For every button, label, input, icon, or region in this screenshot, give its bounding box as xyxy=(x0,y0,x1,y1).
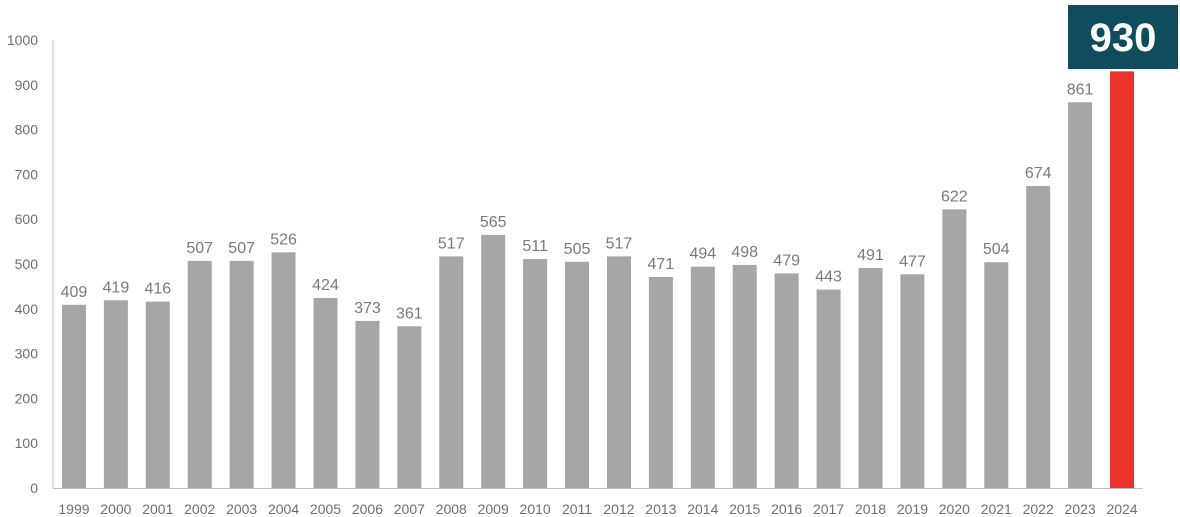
bar xyxy=(732,264,757,488)
bar xyxy=(942,209,967,488)
x-tick-label: 1999 xyxy=(58,501,89,517)
data-label: 419 xyxy=(103,279,130,296)
highlight-box xyxy=(1068,5,1178,69)
x-tick-label: 2001 xyxy=(142,501,173,517)
highlight-value: 930 xyxy=(1090,16,1157,60)
y-tick-label: 0 xyxy=(30,480,38,496)
data-label: 507 xyxy=(186,240,213,257)
data-label: 507 xyxy=(228,240,255,257)
data-label: 674 xyxy=(1025,165,1052,182)
bar xyxy=(1026,186,1051,488)
x-tick-label: 2015 xyxy=(729,501,760,517)
x-tick-label: 2017 xyxy=(813,501,844,517)
data-label: 479 xyxy=(773,252,800,269)
data-label: 622 xyxy=(941,188,968,205)
bar xyxy=(271,252,296,488)
x-tick-label: 2014 xyxy=(687,501,718,517)
x-axis-ticks: 1999 2000 2001 2002 2003 2004 2005 2006 2007 2008… xyxy=(58,501,1137,517)
data-label: 526 xyxy=(270,231,297,248)
x-tick-label: 2009 xyxy=(478,501,509,517)
x-tick-label: 2005 xyxy=(310,501,341,517)
y-tick-label: 700 xyxy=(15,166,39,182)
bar xyxy=(648,276,673,488)
bar xyxy=(397,326,422,488)
bars xyxy=(61,71,1135,489)
data-label: 861 xyxy=(1067,81,1094,98)
y-tick-label: 800 xyxy=(15,122,39,138)
x-tick-label: 2018 xyxy=(855,501,886,517)
bar xyxy=(816,289,841,488)
y-tick-label: 1000 xyxy=(7,32,38,48)
x-tick-label: 2000 xyxy=(100,501,131,517)
data-label: 477 xyxy=(899,253,926,270)
bar xyxy=(187,260,212,488)
y-tick-label: 900 xyxy=(15,77,39,93)
data-label: 517 xyxy=(438,235,465,252)
y-axis-ticks: 0 100 200 300 400 500 600 700 800 900 1000 xyxy=(7,32,38,496)
data-label: 416 xyxy=(144,281,171,298)
x-tick-label: 2003 xyxy=(226,501,257,517)
value-labels: 409 419 416 507 507 526 424 373 361 517 565 511 505 5… xyxy=(61,81,1094,322)
y-tick-label: 300 xyxy=(15,346,39,362)
bar xyxy=(61,304,86,488)
x-tick-label: 2002 xyxy=(184,501,215,517)
bar xyxy=(145,301,170,488)
x-tick-label: 2024 xyxy=(1106,501,1137,517)
bar xyxy=(523,259,548,488)
data-label: 511 xyxy=(522,238,548,255)
bar xyxy=(103,300,128,488)
bar xyxy=(313,298,338,488)
data-label: 471 xyxy=(648,256,675,273)
x-tick-label: 2007 xyxy=(394,501,425,517)
data-label: 504 xyxy=(983,241,1010,258)
bar xyxy=(355,320,380,488)
data-label: 424 xyxy=(312,277,339,294)
bar xyxy=(984,262,1009,488)
y-tick-label: 500 xyxy=(15,256,39,272)
x-tick-label: 2016 xyxy=(771,501,802,517)
bar xyxy=(690,266,715,488)
x-tick-label: 2008 xyxy=(436,501,467,517)
bar xyxy=(1068,102,1093,488)
y-tick-label: 200 xyxy=(15,390,39,406)
data-label: 409 xyxy=(61,284,88,301)
bar xyxy=(565,261,590,488)
bar xyxy=(774,273,799,488)
bar xyxy=(439,256,464,488)
bar xyxy=(858,268,883,488)
x-tick-label: 2004 xyxy=(268,501,299,517)
x-tick-label: 2023 xyxy=(1065,501,1096,517)
x-tick-label: 2013 xyxy=(645,501,676,517)
bar-highlight xyxy=(1110,71,1135,489)
y-tick-label: 600 xyxy=(15,211,39,227)
x-tick-label: 2010 xyxy=(520,501,551,517)
data-label: 498 xyxy=(731,244,758,261)
y-tick-label: 400 xyxy=(15,301,39,317)
data-label: 491 xyxy=(857,247,884,264)
data-label: 443 xyxy=(815,269,842,286)
x-tick-label: 2020 xyxy=(939,501,970,517)
x-tick-label: 2022 xyxy=(1023,501,1054,517)
x-tick-label: 2006 xyxy=(352,501,383,517)
data-label: 361 xyxy=(396,305,423,322)
bar xyxy=(606,256,631,488)
x-tick-label: 2011 xyxy=(562,501,592,517)
data-label: 565 xyxy=(480,214,507,231)
bar xyxy=(900,274,925,488)
data-label: 505 xyxy=(564,241,591,258)
data-label: 517 xyxy=(606,235,633,252)
data-label: 494 xyxy=(689,246,716,263)
data-label: 373 xyxy=(354,300,381,317)
bar xyxy=(481,234,506,488)
bar xyxy=(229,260,254,488)
highlight-callout: 930 xyxy=(1068,5,1178,69)
x-tick-label: 2019 xyxy=(897,501,928,517)
x-tick-label: 2021 xyxy=(981,501,1012,517)
x-tick-label: 2012 xyxy=(603,501,634,517)
y-tick-label: 100 xyxy=(15,435,39,451)
